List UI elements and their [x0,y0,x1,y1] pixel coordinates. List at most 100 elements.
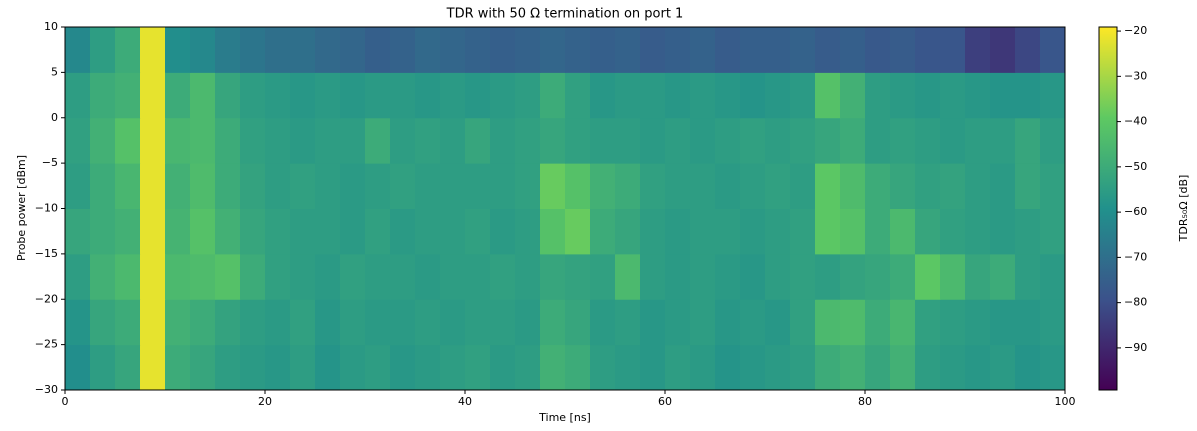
heat-cell [940,163,966,209]
heat-cell [315,163,341,209]
heat-cell [565,163,591,209]
heat-cell [615,27,641,73]
heat-cell [265,163,291,209]
heat-cell [765,208,791,255]
heat-cell [290,253,316,300]
heat-cell [515,163,541,209]
heat-cell [965,299,991,346]
heat-cell [890,117,916,164]
heat-cell [690,72,716,119]
heat-cell [640,27,666,73]
heat-cell [965,27,991,73]
heat-cell [715,163,741,209]
heat-cell [440,163,466,209]
heat-cell [115,163,141,209]
heat-cell [965,72,991,119]
heat-cell [440,72,466,119]
heat-cell [90,117,116,164]
heat-cell [765,117,791,164]
heat-cell [990,163,1016,209]
heat-cell [265,208,291,255]
heat-cell [990,208,1016,255]
heat-cell [915,344,941,391]
heat-cell [65,72,91,119]
heat-cell [115,344,141,391]
heat-cell [565,27,591,73]
heat-cell [740,27,766,73]
heat-cell [615,344,641,391]
heat-cell [540,299,566,346]
heat-cell [515,299,541,346]
heat-cell [715,344,741,391]
heat-cell [540,72,566,119]
heat-cell [465,253,491,300]
heat-cell [1040,299,1066,346]
heat-cell [965,117,991,164]
heat-cell [390,208,416,255]
heat-cell [240,163,266,209]
x-tick-label: 20 [258,395,272,408]
heat-cell [915,253,941,300]
heat-cell [340,299,366,346]
heat-cell [665,163,691,209]
heat-cell [290,299,316,346]
heat-cell [240,208,266,255]
heat-cell [440,344,466,391]
heat-cell [190,344,216,391]
x-tick-label: 100 [1055,395,1076,408]
heat-cell [315,27,341,73]
heat-cell [215,208,241,255]
heat-cell [240,253,266,300]
heat-cell [665,117,691,164]
heat-cell [165,117,191,164]
heat-cell [440,208,466,255]
heat-cell [140,344,166,391]
heat-cell [590,299,616,346]
heat-cell [815,344,841,391]
heat-cell [790,299,816,346]
y-tick-label: −30 [35,383,58,396]
heat-cell [315,299,341,346]
heat-cell [340,117,366,164]
heat-cell [340,27,366,73]
heat-cell [840,299,866,346]
heat-cell [840,344,866,391]
heat-cell [865,27,891,73]
heat-cell [440,27,466,73]
heat-cell [540,117,566,164]
heat-cell [115,117,141,164]
heat-cell [990,253,1016,300]
heat-cell [815,299,841,346]
heat-cell [565,253,591,300]
heat-cell [915,72,941,119]
heat-cell [915,163,941,209]
heat-cell [465,163,491,209]
heat-cell [940,344,966,391]
heat-cell [690,117,716,164]
heat-cell [940,253,966,300]
chart-title: TDR with 50 Ω termination on port 1 [446,7,684,22]
heat-cell [990,344,1016,391]
heat-cell [915,299,941,346]
heat-cell [165,299,191,346]
heat-cell [315,208,341,255]
heat-cell [640,253,666,300]
heat-cell [190,72,216,119]
heat-cell [590,27,616,73]
heatmap [65,27,1066,391]
y-tick-label: −15 [35,247,58,260]
heat-cell [765,72,791,119]
heat-cell [490,117,516,164]
heat-cell [715,27,741,73]
heat-cell [940,27,966,73]
heat-cell [565,117,591,164]
y-axis-label: Probe power [dBm] [15,155,28,261]
heat-cell [865,344,891,391]
heat-cell [540,253,566,300]
heat-cell [415,253,441,300]
heat-cell [90,163,116,209]
colorbar-tick-label: −80 [1124,296,1147,309]
heat-cell [540,344,566,391]
heat-cell [240,72,266,119]
colorbar [1098,26,1118,391]
